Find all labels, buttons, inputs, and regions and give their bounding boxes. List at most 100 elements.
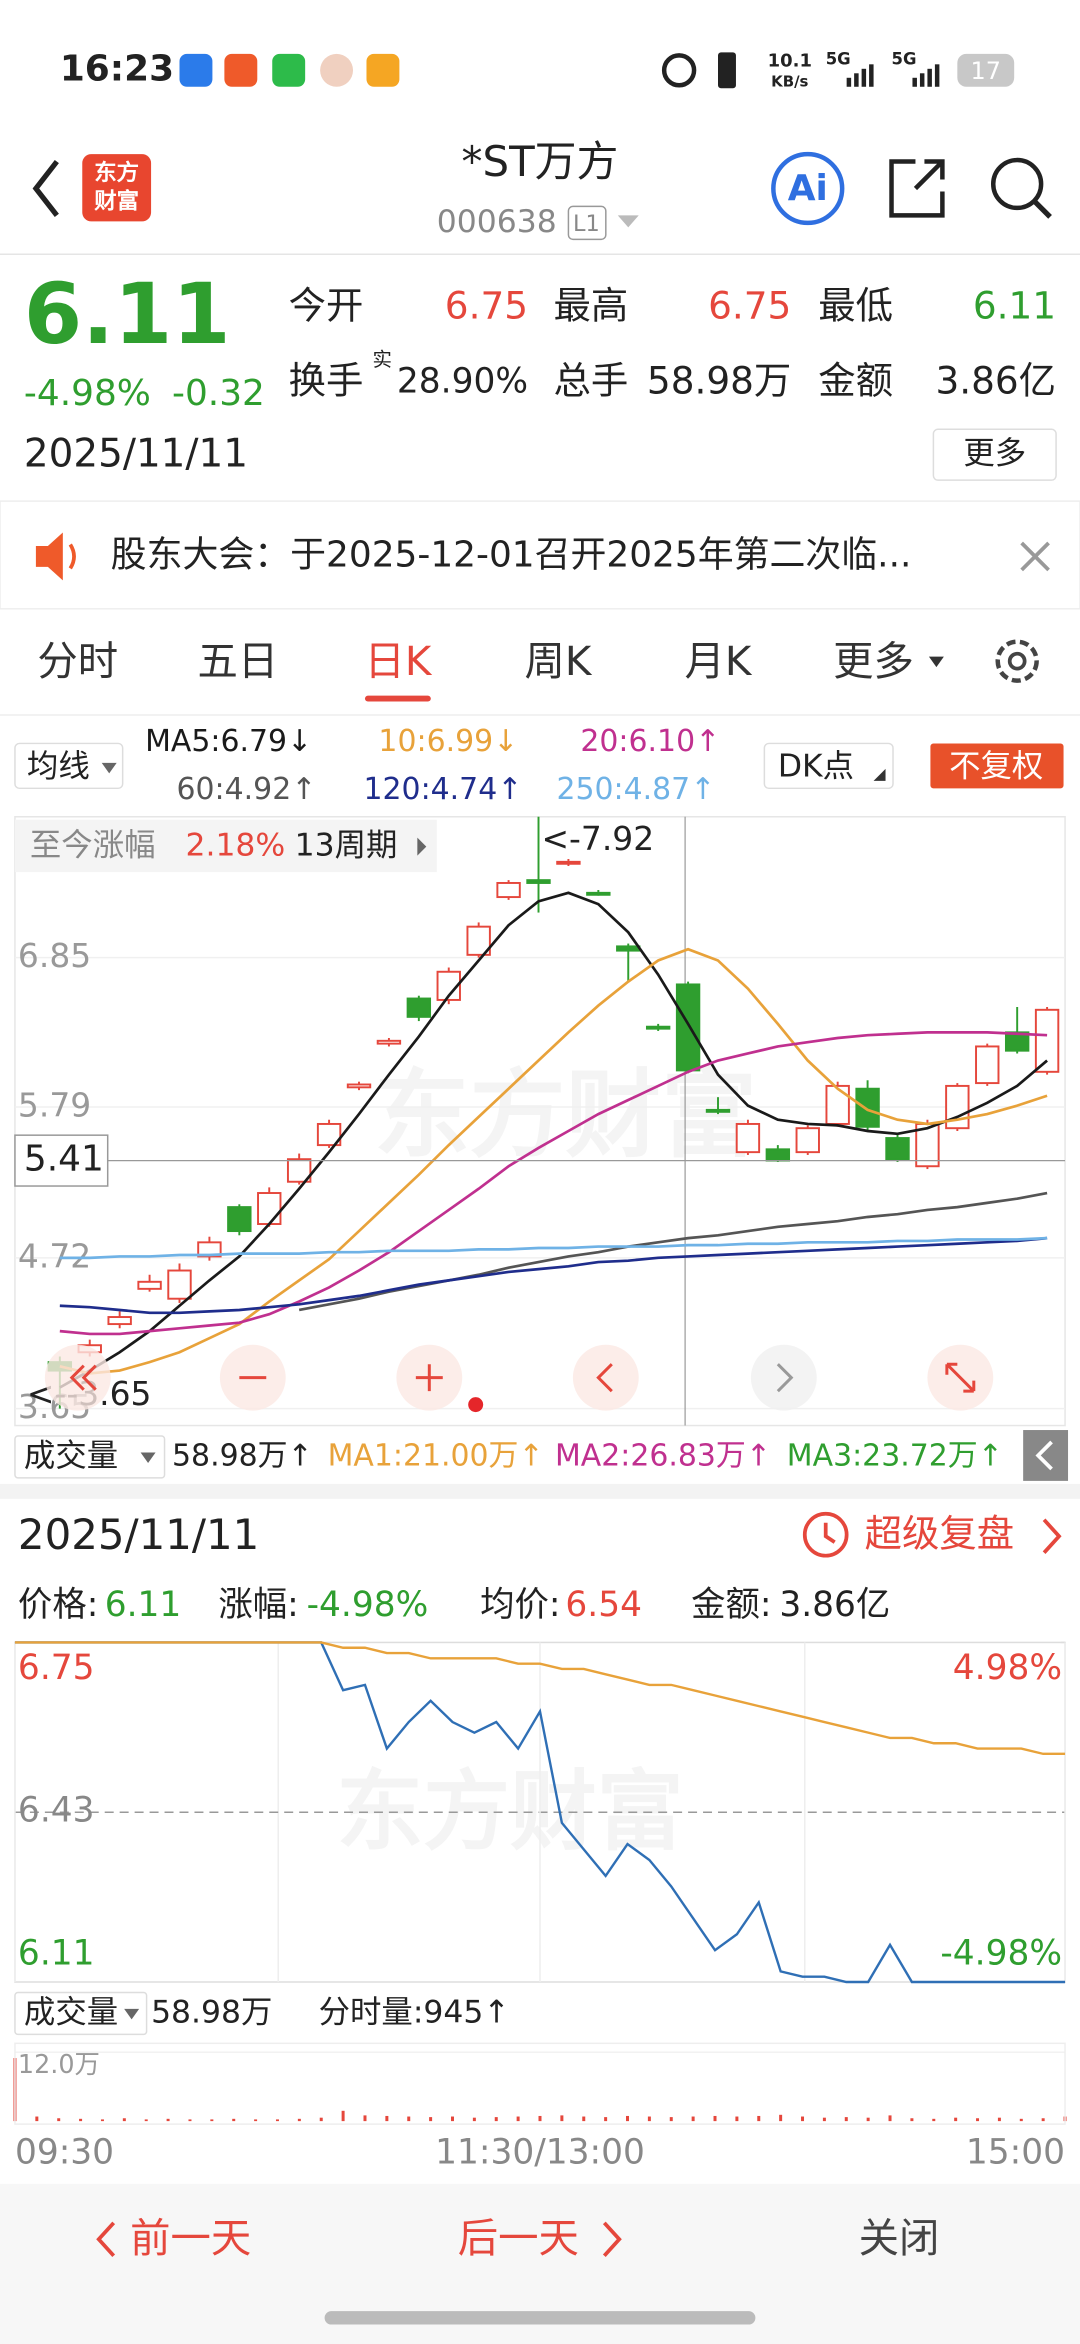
control-button[interactable] [44, 1344, 111, 1411]
more-button[interactable] [932, 428, 1057, 481]
prev-day[interactable]: 前一天 [130, 2215, 251, 2262]
share-button[interactable] [889, 159, 945, 218]
close-notice[interactable] [1020, 541, 1050, 572]
detail-value: -4.98% [307, 1585, 429, 1625]
signal-label: 5G [826, 49, 851, 68]
replay-arrow [1042, 1518, 1062, 1554]
kline-chart: 6.855.794.723.655.41 [14, 816, 1066, 1426]
prev-arrow [96, 2221, 116, 2258]
tab[interactable]: 分时 [37, 638, 118, 685]
candle-body [257, 1192, 282, 1225]
volume-bar [450, 2116, 454, 2122]
volume-bar [866, 2117, 870, 2122]
volume-bar [713, 2115, 717, 2122]
y-tick-label: 6.43 [18, 1791, 95, 1831]
ma-legend-item: 20:6.10↑ [580, 723, 720, 758]
candle-body [765, 1148, 791, 1162]
ma-selector[interactable] [14, 742, 124, 790]
ai-button[interactable] [771, 151, 845, 226]
range-period: 13周期 [295, 828, 398, 864]
field-label: 今开 [289, 284, 364, 328]
volume-bar [100, 2119, 104, 2122]
logo-text: 东方 [94, 159, 139, 186]
candle-body [227, 1206, 252, 1233]
volume-bar [35, 2116, 39, 2122]
speaker-icon [35, 532, 63, 581]
control-icon [415, 1364, 443, 1392]
tab[interactable]: 五日 [197, 638, 278, 685]
app-icon [272, 53, 306, 87]
adjust-button[interactable] [930, 743, 1064, 789]
volume-ma-legend: MA3:23.72万↑ [787, 1438, 1003, 1473]
volume-bar [79, 2118, 83, 2122]
ma-line [59, 1236, 1048, 1315]
volume-bar [757, 2115, 761, 2122]
volume-total: 58.98万↑ [172, 1438, 313, 1473]
ma-line [59, 1031, 1048, 1336]
control-button[interactable] [750, 1344, 817, 1411]
ma-selector-label: 均线 [27, 748, 90, 784]
back-button[interactable] [32, 159, 59, 218]
dk-button[interactable] [763, 742, 894, 790]
detail-date: 2025/11/11 [18, 1510, 259, 1559]
replay-icon[interactable] [802, 1511, 849, 1558]
more-label: 更多 [963, 436, 1026, 472]
detail-value: 6.11 [105, 1585, 182, 1625]
candle-body [616, 945, 641, 952]
app-icon [224, 53, 258, 87]
y-tick-label: 5.79 [18, 1086, 91, 1125]
avatar-icon [320, 53, 354, 87]
settings-button[interactable] [995, 639, 1039, 683]
volume-selector[interactable] [14, 1991, 148, 2036]
ma-legend-arrow: ↑ [497, 771, 522, 806]
volume-bar [538, 2115, 542, 2122]
detail-label: 金额: [691, 1585, 771, 1625]
range-box[interactable] [14, 819, 437, 873]
volume-bar [647, 2116, 651, 2122]
y2-tick-label: 4.98% [953, 1648, 1062, 1688]
field-label: 换手 [289, 358, 364, 402]
badge[interactable]: L1 [573, 211, 600, 237]
side-tab[interactable] [1023, 1430, 1069, 1481]
volume-bar [297, 2118, 301, 2122]
volume-bar [166, 2118, 170, 2122]
volume-ma-legend: MA1:21.00万↑ [328, 1438, 544, 1473]
volume-bar [932, 2118, 936, 2122]
replay-label[interactable]: 超级复盘 [865, 1512, 1014, 1556]
volume-bar [604, 2117, 608, 2122]
quote-date: 2025/11/11 [24, 432, 248, 477]
stock-code: 000638 [437, 204, 557, 240]
next-day[interactable]: 后一天 [458, 2215, 579, 2262]
net-unit: KB/s [771, 72, 808, 90]
tab[interactable]: 日K [364, 638, 432, 685]
volume-bar [1019, 2118, 1023, 2122]
price-line [14, 1641, 1066, 1756]
ma-legend-label: 10:6.99 [378, 723, 493, 758]
volume-bar [976, 2118, 980, 2122]
candle-body [406, 997, 432, 1018]
volume-bar [954, 2117, 958, 2122]
volume-selector[interactable] [14, 1435, 166, 1479]
volume-bar [363, 2115, 367, 2122]
tab[interactable]: 月K [685, 638, 753, 685]
field-label: 最高 [553, 284, 628, 328]
alarm-icon [661, 53, 697, 88]
search-button[interactable] [990, 157, 1044, 211]
volume-bar [560, 2115, 564, 2122]
chart-controls [44, 1344, 994, 1413]
volume-bar [122, 2118, 126, 2122]
candle-body [496, 881, 521, 899]
side-tab-icon [1035, 1440, 1053, 1471]
tab[interactable]: 更多 [833, 638, 914, 685]
control-button[interactable] [572, 1344, 639, 1411]
close-button[interactable]: 关闭 [859, 2215, 940, 2262]
clock: 16:23 [60, 48, 174, 89]
settings-core [1007, 651, 1027, 671]
stock-name: *ST万方 [462, 137, 619, 186]
volume-selector-label: 成交量 [24, 1438, 118, 1474]
volume-bar [210, 2119, 214, 2122]
range-value: 2.18% [185, 828, 285, 864]
tab[interactable]: 周K [525, 638, 593, 685]
notice-bar[interactable] [0, 500, 1080, 610]
candle-body [645, 1025, 671, 1030]
